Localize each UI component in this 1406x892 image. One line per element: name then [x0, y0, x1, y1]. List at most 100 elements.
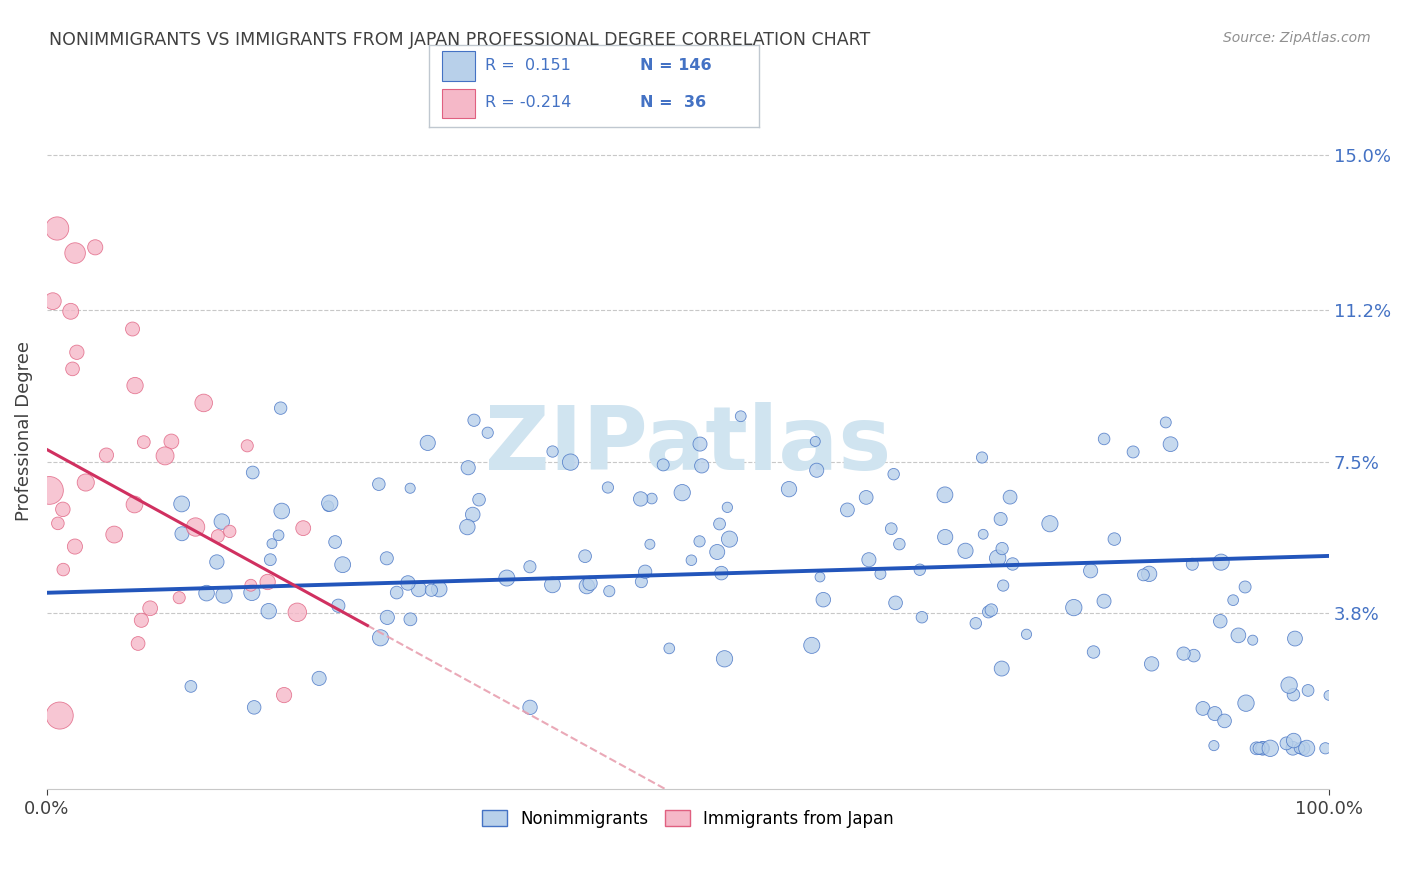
Text: NONIMMIGRANTS VS IMMIGRANTS FROM JAPAN PROFESSIONAL DEGREE CORRELATION CHART: NONIMMIGRANTS VS IMMIGRANTS FROM JAPAN P… — [49, 31, 870, 49]
Point — [934, 530, 956, 544]
Point — [991, 541, 1014, 556]
Point — [965, 616, 987, 631]
Point — [1284, 632, 1306, 646]
Point — [367, 477, 389, 491]
Point — [375, 551, 398, 566]
Point — [813, 592, 835, 607]
Point — [399, 612, 422, 626]
Point — [1039, 516, 1062, 531]
Point — [121, 322, 143, 336]
Point — [212, 588, 235, 602]
Point — [1317, 689, 1340, 703]
Point — [681, 553, 703, 567]
Point — [236, 439, 259, 453]
Point — [495, 571, 517, 585]
Point — [1234, 580, 1257, 594]
Point — [84, 240, 107, 254]
Point — [987, 551, 1010, 566]
Point — [273, 688, 295, 702]
Point — [596, 481, 619, 495]
Point — [127, 636, 149, 650]
Point — [370, 631, 392, 645]
Point — [62, 362, 84, 376]
Point — [1181, 558, 1204, 572]
Point — [63, 540, 86, 554]
Point — [1275, 736, 1298, 750]
Point — [399, 481, 422, 495]
Point — [1137, 566, 1160, 581]
Point — [46, 516, 69, 531]
Point — [477, 425, 499, 440]
Point — [131, 613, 153, 627]
Point — [1213, 714, 1236, 728]
Point — [972, 527, 994, 541]
Point — [998, 490, 1021, 504]
Point — [1104, 532, 1126, 546]
Point — [184, 520, 207, 534]
Point — [858, 553, 880, 567]
Point — [778, 482, 800, 496]
Point — [259, 552, 281, 566]
Point — [1083, 645, 1105, 659]
Point — [1282, 741, 1305, 756]
Point — [457, 460, 479, 475]
Point — [1247, 741, 1270, 756]
Point — [598, 584, 620, 599]
Point — [638, 537, 661, 551]
Point — [270, 401, 292, 416]
Point — [463, 413, 485, 427]
Point — [308, 672, 330, 686]
Point — [468, 492, 491, 507]
Point — [1222, 593, 1244, 607]
Point — [270, 504, 292, 518]
Point — [1292, 741, 1315, 756]
Point — [124, 378, 146, 392]
Point — [630, 574, 652, 589]
Point — [808, 570, 831, 584]
Point — [837, 503, 859, 517]
Point — [132, 435, 155, 450]
Point — [560, 455, 582, 469]
Point — [408, 582, 430, 597]
Text: ZIPatlas: ZIPatlas — [485, 402, 891, 489]
Point — [180, 680, 202, 694]
Point — [713, 652, 735, 666]
Point — [170, 526, 193, 541]
Point — [207, 529, 229, 543]
Point — [575, 579, 598, 593]
Point — [257, 604, 280, 618]
Point — [1160, 437, 1182, 451]
Point — [211, 515, 233, 529]
Point — [42, 294, 65, 309]
Point — [519, 700, 541, 714]
Point — [730, 409, 752, 424]
Point — [1209, 614, 1232, 628]
Point — [806, 463, 828, 477]
Point — [63, 246, 86, 260]
Point — [970, 450, 993, 465]
Point — [1182, 648, 1205, 663]
Point — [630, 491, 652, 506]
Point — [1080, 564, 1102, 578]
Point — [124, 498, 146, 512]
Text: Source: ZipAtlas.com: Source: ZipAtlas.com — [1223, 31, 1371, 45]
Point — [316, 499, 339, 513]
Point — [1315, 741, 1337, 756]
Point — [1140, 657, 1163, 671]
Point — [332, 558, 354, 572]
Point — [804, 434, 827, 449]
Point — [1204, 706, 1226, 721]
Point — [541, 578, 564, 592]
Point — [195, 586, 218, 600]
Point — [706, 545, 728, 559]
Point — [519, 559, 541, 574]
Point — [385, 585, 408, 599]
Point — [375, 610, 398, 624]
Point — [1234, 696, 1257, 710]
Point — [634, 565, 657, 579]
Point — [1246, 741, 1268, 756]
Point — [993, 578, 1015, 592]
Point — [96, 448, 118, 462]
Text: R =  0.151: R = 0.151 — [485, 58, 571, 73]
Point — [461, 508, 484, 522]
